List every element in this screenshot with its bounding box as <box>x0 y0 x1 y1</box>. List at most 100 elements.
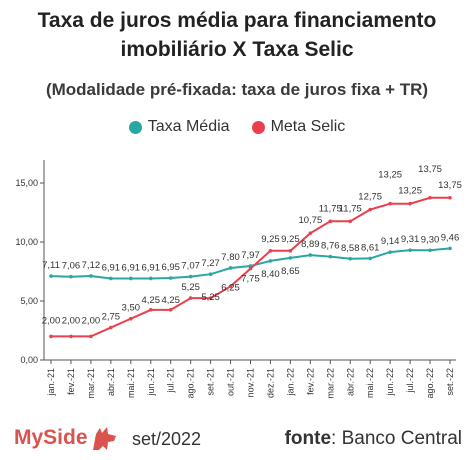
data-point <box>428 195 432 200</box>
data-point <box>69 274 73 279</box>
data-label-taxa-media: 8,65 <box>281 266 300 277</box>
data-label-taxa-media: 8,76 <box>321 241 340 252</box>
data-point <box>268 249 273 253</box>
data-point <box>448 195 452 200</box>
x-tick-label: jun.-21 <box>146 368 156 397</box>
data-point <box>208 296 213 300</box>
x-tick-label: ago.-22 <box>425 368 435 399</box>
data-point <box>89 274 93 278</box>
data-label-meta-selic: 5,25 <box>181 282 200 293</box>
data-label-meta-selic: 11,75 <box>339 203 362 214</box>
data-label-taxa-media: 7,06 <box>62 261 81 272</box>
footer: MySide set/2022 fonte: Banco Central <box>0 422 474 458</box>
data-label-taxa-media: 6,95 <box>161 262 180 273</box>
data-label-taxa-media: 8,89 <box>301 239 320 250</box>
data-point <box>208 272 213 277</box>
x-tick-label: set.-21 <box>206 368 216 396</box>
data-point <box>348 219 353 224</box>
x-tick-label: out.-21 <box>226 368 236 396</box>
data-point <box>248 266 253 271</box>
dog-logo-icon <box>93 427 116 450</box>
data-point <box>148 276 153 281</box>
data-label-meta-selic: 13,75 <box>418 164 442 175</box>
data-point <box>408 201 412 206</box>
data-point <box>168 276 173 280</box>
data-label-meta-selic: 12,75 <box>358 192 382 203</box>
legend-marker-taxa-media <box>128 120 142 134</box>
source-name: : Banco Central <box>331 428 462 449</box>
x-tick-label: abr.-21 <box>106 368 116 396</box>
y-tick-label: 0,00 <box>20 355 38 365</box>
data-point <box>308 253 313 257</box>
chart-title: Taxa de juros média para financiamento i… <box>0 6 474 64</box>
legend-item-taxa-media: Taxa Média <box>128 118 230 136</box>
data-point <box>348 256 353 261</box>
data-label-taxa-media: 9,46 <box>441 232 460 243</box>
x-tick-label: jul.-22 <box>405 368 415 394</box>
data-point <box>49 274 53 278</box>
data-label-taxa-media: 8,61 <box>361 242 380 253</box>
data-label-taxa-media: 8,58 <box>341 243 360 254</box>
data-label-meta-selic: 4,25 <box>161 295 180 306</box>
x-tick-label: set.-22 <box>445 368 455 396</box>
data-point <box>368 207 373 212</box>
y-tick-label: 10,00 <box>15 237 38 247</box>
x-tick-label: dez.-21 <box>265 368 275 398</box>
data-point <box>368 256 373 261</box>
title-line-2: imobiliário X Taxa Selic <box>120 38 354 61</box>
data-point <box>288 256 293 260</box>
data-point <box>129 316 133 321</box>
data-label-taxa-media: 7,27 <box>201 258 220 269</box>
data-label-meta-selic: 13,25 <box>378 170 402 181</box>
brand-logo-text: MySide <box>14 426 88 449</box>
data-label-meta-selic: 10,75 <box>298 215 322 226</box>
data-label-meta-selic: 2,00 <box>42 315 61 326</box>
data-point <box>308 231 313 235</box>
data-label-taxa-media: 7,11 <box>42 260 60 271</box>
data-point <box>228 284 233 289</box>
date-label: set/2022 <box>132 429 202 449</box>
data-label-meta-selic: 4,25 <box>142 295 161 306</box>
y-tick-label: 5,00 <box>20 296 38 306</box>
y-tick-label: 15,00 <box>15 178 38 188</box>
data-point <box>109 325 113 330</box>
legend-marker-meta-selic <box>251 120 265 134</box>
data-label-meta-selic: 9,25 <box>281 234 300 245</box>
title-line-1: Taxa de juros média para financiamento <box>37 9 437 32</box>
data-point <box>89 334 93 339</box>
x-tick-label: jul.-21 <box>166 368 176 394</box>
x-tick-label: jun.-22 <box>385 368 395 397</box>
data-label-taxa-media: 7,12 <box>82 260 101 271</box>
data-point <box>188 296 193 300</box>
data-point <box>448 246 452 251</box>
data-label-meta-selic: 9,25 <box>261 234 280 245</box>
data-label-taxa-media: 9,30 <box>421 234 440 245</box>
data-label-taxa-media: 9,14 <box>381 236 400 247</box>
data-point <box>129 276 133 281</box>
x-tick-label: fev.-21 <box>66 368 76 395</box>
data-label-meta-selic: 13,25 <box>398 186 422 197</box>
data-point <box>228 266 233 270</box>
legend-item-meta-selic: Meta Selic <box>251 118 346 136</box>
data-label-meta-selic: 2,00 <box>82 315 101 326</box>
x-tick-label: nov.-21 <box>246 368 256 397</box>
data-label-meta-selic: 3,50 <box>122 303 141 314</box>
data-point <box>168 308 173 312</box>
x-tick-label: jan.-21 <box>46 368 56 397</box>
legend-label-taxa-media: Taxa Média <box>147 118 230 135</box>
data-point <box>268 259 273 263</box>
data-label-taxa-media: 9,31 <box>401 234 420 245</box>
data-point <box>148 308 153 312</box>
data-label-meta-selic: 5,25 <box>201 292 220 303</box>
data-label-meta-selic: 7,75 <box>241 274 260 285</box>
data-label-taxa-media: 6,91 <box>122 262 141 273</box>
data-label-taxa-media: 8,40 <box>261 269 280 280</box>
data-point <box>388 250 392 254</box>
data-point <box>388 201 392 206</box>
data-label-taxa-media: 6,91 <box>102 262 121 273</box>
data-point <box>288 249 293 253</box>
data-label-meta-selic: 2,75 <box>102 312 121 323</box>
legend-label-meta-selic: Meta Selic <box>270 118 346 135</box>
x-tick-label: ago.-21 <box>186 368 196 399</box>
